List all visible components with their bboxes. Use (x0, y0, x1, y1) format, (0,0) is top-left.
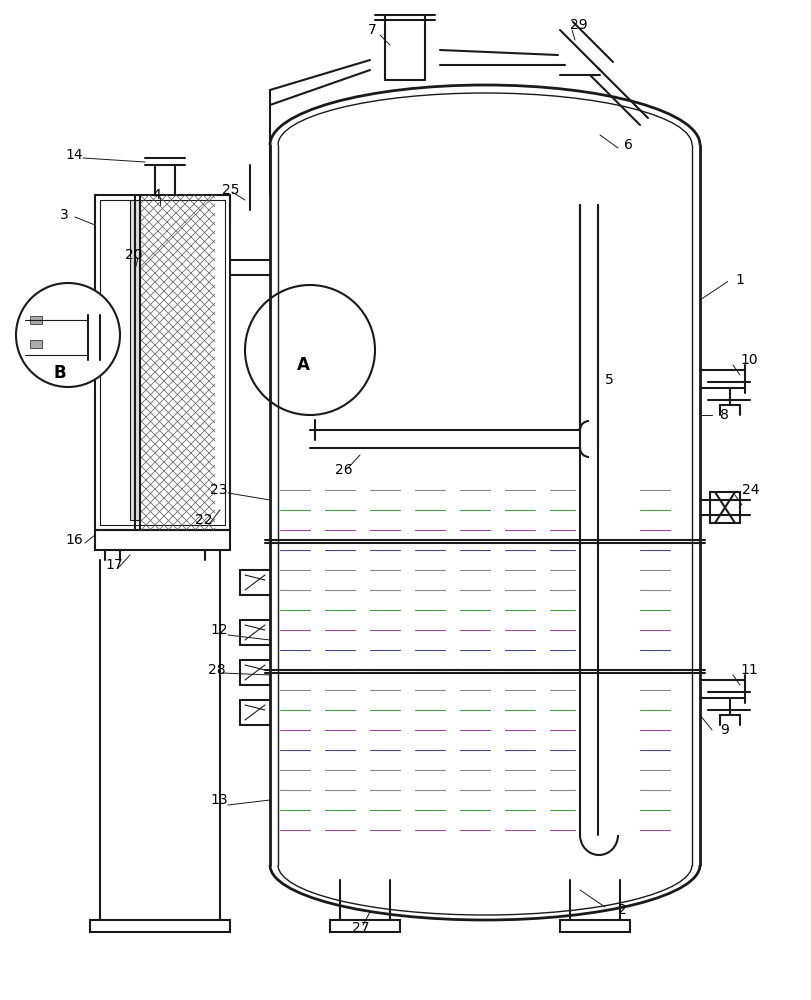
Circle shape (16, 283, 120, 387)
Text: 14: 14 (65, 148, 83, 162)
Bar (95, 195, 230, 530)
Bar (90, 920, 230, 932)
Text: B: B (54, 364, 67, 382)
Text: 7: 7 (368, 23, 377, 37)
Bar (30, 340, 42, 348)
Text: 29: 29 (570, 18, 588, 32)
Text: 3: 3 (60, 208, 69, 222)
Text: 12: 12 (210, 623, 228, 637)
Text: 28: 28 (208, 663, 225, 677)
Bar (95, 530, 230, 550)
Text: 8: 8 (720, 408, 729, 422)
Text: 11: 11 (740, 663, 757, 677)
Text: 26: 26 (335, 463, 353, 477)
Bar (130, 200, 140, 520)
Text: 4: 4 (152, 188, 161, 202)
Text: 1: 1 (735, 273, 744, 287)
Bar (30, 316, 42, 324)
Text: 6: 6 (624, 138, 633, 152)
Text: 20: 20 (125, 248, 143, 262)
Text: 9: 9 (720, 723, 729, 737)
Bar (100, 200, 225, 525)
Text: 10: 10 (740, 353, 757, 367)
Text: 5: 5 (605, 373, 614, 387)
Bar (560, 920, 630, 932)
Text: 24: 24 (742, 483, 759, 497)
Text: A: A (297, 356, 310, 374)
Text: 17: 17 (105, 558, 122, 572)
Text: 13: 13 (210, 793, 228, 807)
Text: 27: 27 (352, 921, 370, 935)
Text: 22: 22 (195, 513, 212, 527)
Text: 2: 2 (618, 903, 627, 917)
Bar (330, 920, 400, 932)
Bar (710, 492, 740, 523)
Text: 16: 16 (65, 533, 83, 547)
Circle shape (245, 285, 375, 415)
Text: 23: 23 (210, 483, 228, 497)
Text: 25: 25 (222, 183, 239, 197)
